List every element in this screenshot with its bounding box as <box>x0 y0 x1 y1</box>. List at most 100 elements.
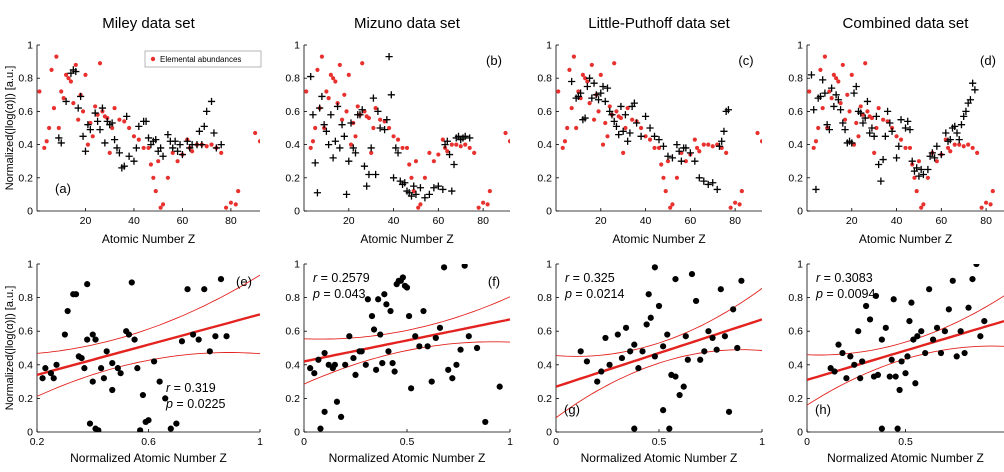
data-point <box>44 139 49 144</box>
data-point <box>694 145 700 151</box>
data-point <box>659 162 664 167</box>
data-point <box>863 61 868 66</box>
data-point-plus <box>392 144 400 152</box>
data-point <box>908 299 915 306</box>
data-point-plus <box>897 116 905 124</box>
data-point <box>342 361 349 368</box>
data-point <box>556 89 561 94</box>
data-point <box>651 353 658 360</box>
data-point-plus <box>597 89 605 97</box>
data-point <box>436 152 441 157</box>
data-point <box>432 334 439 342</box>
data-point <box>80 109 86 114</box>
data-point <box>223 205 229 210</box>
data-point <box>961 349 968 357</box>
data-point-plus <box>601 97 609 106</box>
data-point <box>89 331 96 338</box>
data-point-plus <box>183 137 191 145</box>
x-tick-label: 40 <box>640 215 652 227</box>
stat-r: r = 0.319 <box>166 381 216 395</box>
data-point <box>622 324 630 331</box>
data-point <box>236 188 241 194</box>
data-point-plus <box>577 89 585 97</box>
panel-label: (g) <box>564 402 580 417</box>
data-point <box>165 175 170 180</box>
data-point <box>373 366 380 373</box>
data-point-plus <box>848 139 856 147</box>
data-point-plus <box>445 150 454 159</box>
data-point-plus <box>125 152 133 160</box>
x-tick-label: 1 <box>759 436 765 448</box>
panel-f: 0 0.2 0.4 0.6 0.8 1 0 0.5 1 Normalized Atomic Num… <box>285 259 513 466</box>
data-point <box>453 361 460 368</box>
data-point <box>76 117 81 122</box>
data-point-plus <box>686 149 694 157</box>
data-point <box>874 125 879 131</box>
data-point <box>583 358 591 365</box>
data-point-plus <box>434 182 442 190</box>
data-point-plus <box>93 117 102 125</box>
data-point <box>643 134 648 139</box>
legend: Elemental abundances <box>144 50 262 68</box>
data-point <box>228 200 234 205</box>
data-point <box>922 349 929 357</box>
x-axis-label: Atomic Number Z <box>859 232 952 246</box>
data-point <box>431 159 436 164</box>
y-tick-label: 0.2 <box>18 172 33 184</box>
data-point-plus <box>650 132 659 140</box>
stat-p-value: = 0.0094 <box>823 287 876 301</box>
data-point-plus <box>207 97 216 106</box>
y-tick-label: 0.8 <box>788 73 803 85</box>
data-point <box>643 321 650 328</box>
data-point <box>639 348 646 355</box>
data-point <box>405 312 413 320</box>
data-point-plus <box>195 127 204 135</box>
data-point-plus <box>588 94 596 102</box>
data-point <box>339 117 345 122</box>
stat-r-value: = 0.319 <box>170 381 216 395</box>
data-point <box>903 145 908 151</box>
data-point-plus <box>81 147 90 155</box>
data-point <box>919 205 924 210</box>
data-point-plus <box>77 92 85 101</box>
data-point <box>603 120 608 126</box>
data-point <box>408 385 415 392</box>
data-point <box>591 117 597 122</box>
data-point <box>150 358 158 365</box>
data-point-plus <box>164 131 172 139</box>
data-point <box>128 279 135 286</box>
data-point <box>307 365 314 372</box>
ci-lower-line <box>556 349 762 419</box>
data-point-plus <box>132 144 140 152</box>
data-point <box>898 137 904 142</box>
data-point <box>310 139 316 144</box>
y-tick-label: 0.8 <box>18 292 33 304</box>
data-point <box>427 150 432 155</box>
data-point-plus <box>338 121 346 129</box>
data-point <box>209 142 214 147</box>
data-point <box>882 324 889 331</box>
data-point-plus <box>713 185 721 194</box>
data-point-plus <box>825 126 833 134</box>
data-point-plus <box>313 189 322 197</box>
data-point-plus <box>823 121 831 129</box>
data-point-plus <box>130 157 138 165</box>
data-point-plus <box>581 114 589 122</box>
data-point <box>957 142 962 147</box>
stat-p-symbol: p <box>312 287 320 301</box>
y-tick-label: 0.4 <box>18 359 33 371</box>
data-point <box>981 318 988 325</box>
x-tick-label: 0.5 <box>898 436 913 448</box>
data-point-plus <box>120 162 128 170</box>
data-point <box>952 142 957 147</box>
stat-p: p = 0.0094 <box>815 287 875 301</box>
data-point-plus <box>883 107 892 115</box>
data-point <box>682 333 689 340</box>
data-point <box>829 96 834 101</box>
y-tick-label: 0 <box>797 206 803 218</box>
data-point <box>416 205 421 210</box>
fit-line <box>304 318 510 363</box>
data-point <box>346 333 353 340</box>
data-point <box>705 328 712 335</box>
chart-title: Little-Puthoff data set <box>588 15 730 32</box>
